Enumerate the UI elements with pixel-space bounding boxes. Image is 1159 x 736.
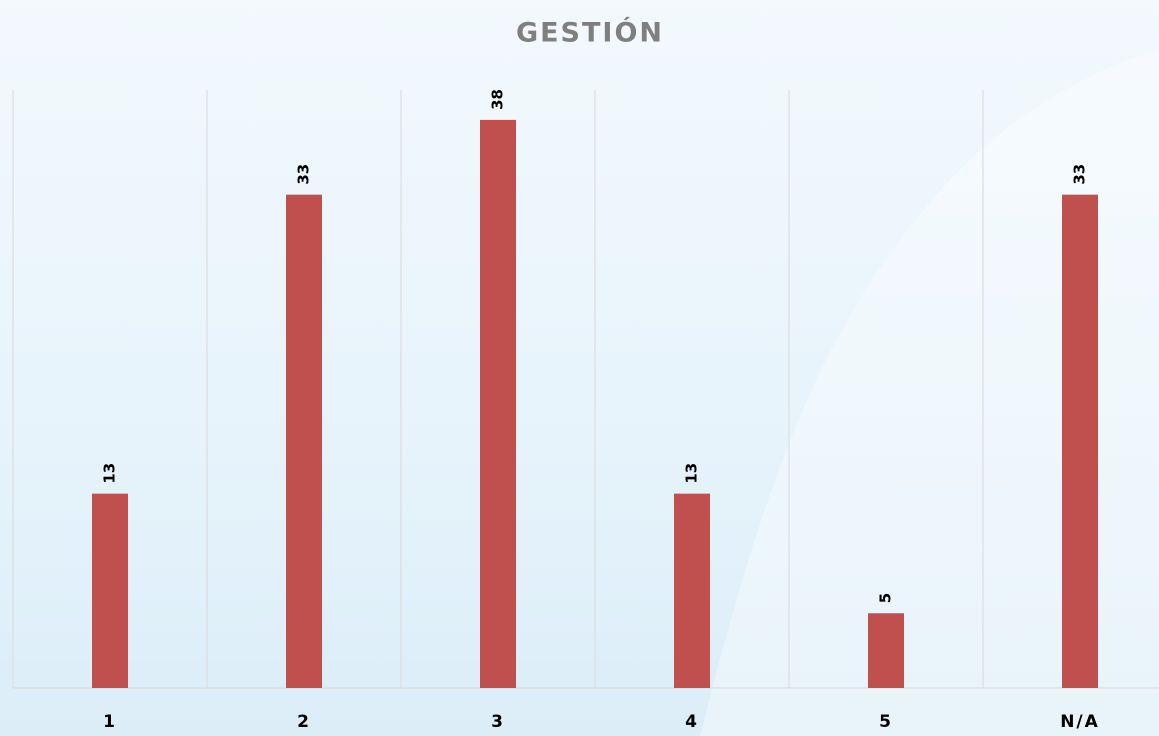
background-watermark <box>700 50 1159 736</box>
value-label: 13 <box>101 463 119 484</box>
x-tick-label: N/A <box>1060 712 1100 732</box>
bar <box>1062 194 1098 688</box>
bar <box>286 194 322 688</box>
value-label: 5 <box>877 593 895 603</box>
x-tick-label: 2 <box>297 712 311 732</box>
chart-title: GESTIÓN <box>516 17 664 49</box>
value-label: 33 <box>295 164 313 185</box>
bar <box>92 493 128 688</box>
x-tick-label: 3 <box>491 712 505 732</box>
x-tick-label: 5 <box>879 712 893 732</box>
bar <box>480 119 516 688</box>
value-label: 38 <box>489 89 507 110</box>
value-label: 33 <box>1071 164 1089 185</box>
x-tick-label: 1 <box>103 712 117 732</box>
bar <box>868 613 904 688</box>
x-tick-label: 4 <box>685 712 699 732</box>
bar <box>674 493 710 688</box>
value-label: 13 <box>683 463 701 484</box>
